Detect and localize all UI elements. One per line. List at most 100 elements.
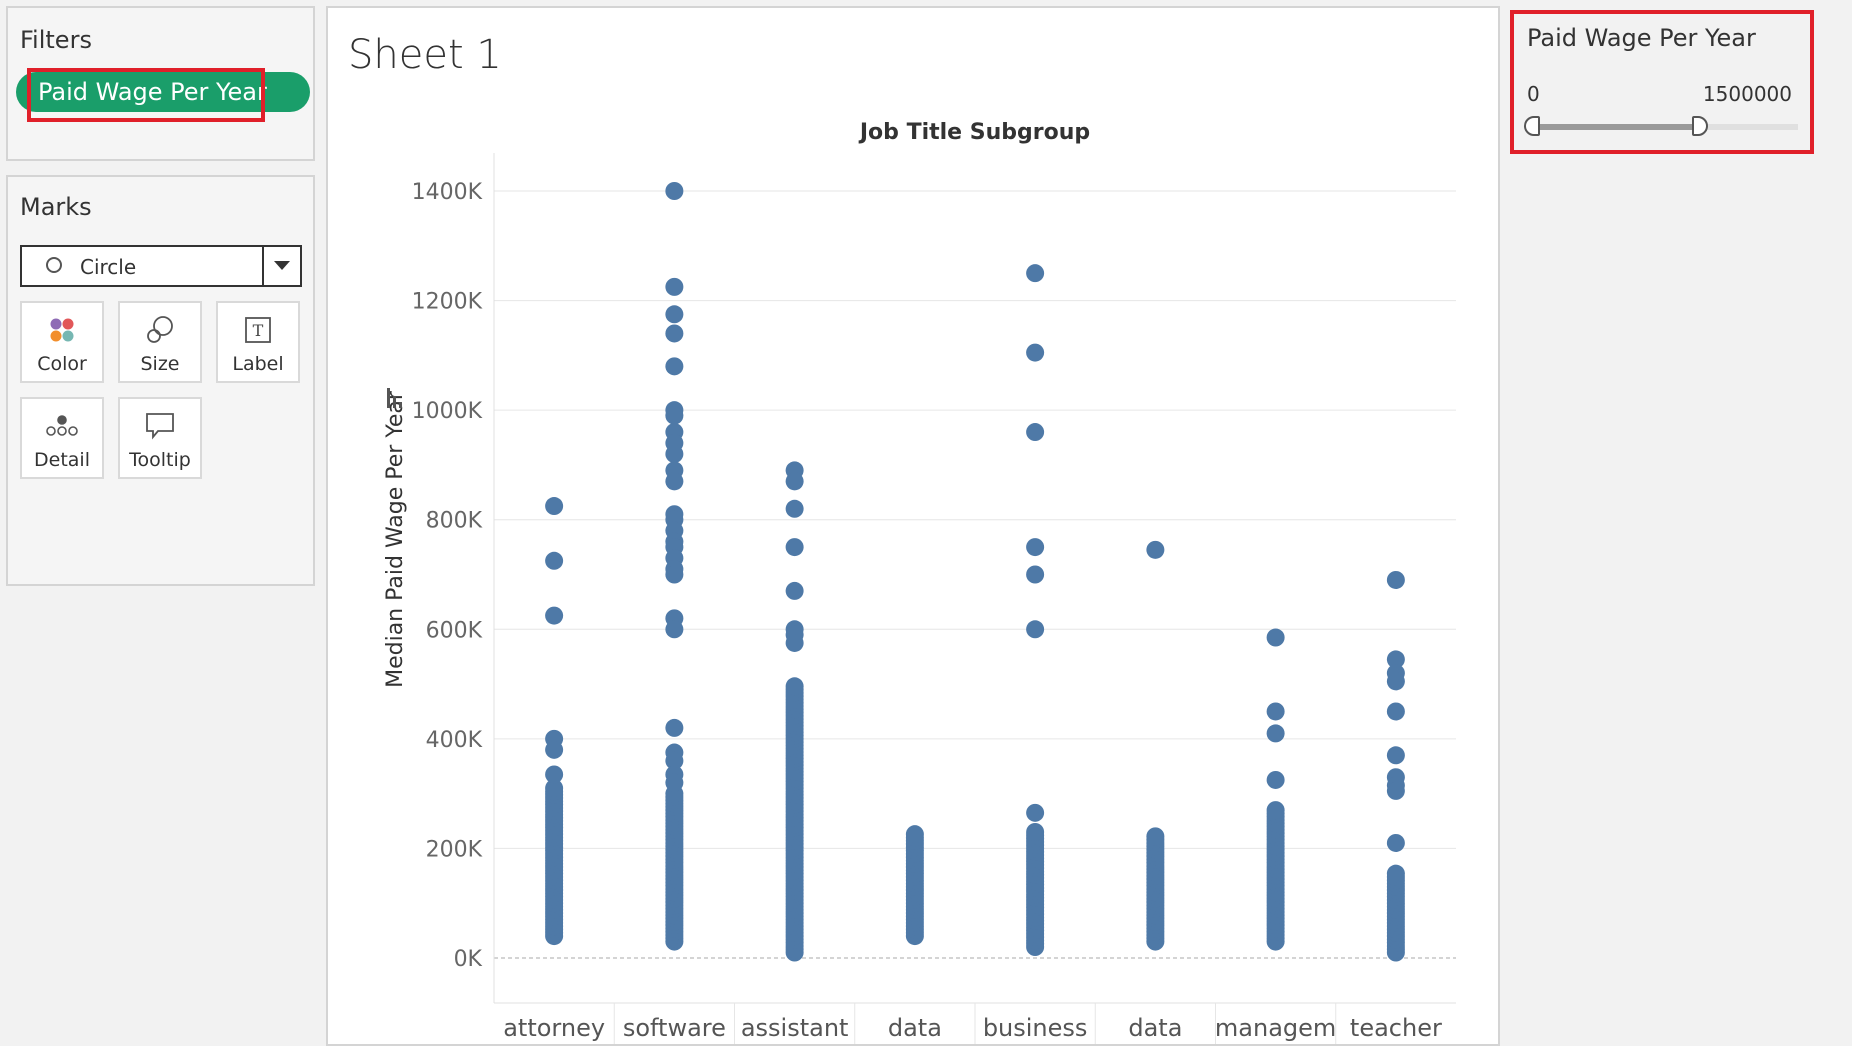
x-tick-label: assistant — [741, 1014, 849, 1042]
data-point — [1386, 650, 1405, 669]
data-point — [1026, 538, 1045, 557]
chevron-down-icon[interactable] — [274, 261, 290, 270]
label-label: Label — [232, 353, 284, 375]
mark-type-label: Circle — [80, 255, 137, 279]
label-button[interactable]: T Label — [216, 301, 300, 383]
detail-label: Detail — [34, 449, 90, 471]
data-point — [545, 606, 564, 625]
data-point — [665, 444, 684, 463]
data-point — [665, 620, 684, 639]
tooltip-icon — [120, 409, 200, 443]
color-button[interactable]: Color — [20, 301, 104, 383]
data-point — [1146, 827, 1165, 846]
slider-max-label: 1500000 — [1702, 82, 1792, 106]
tooltip-label: Tooltip — [129, 449, 191, 471]
data-point — [1386, 781, 1405, 800]
data-point — [545, 765, 564, 784]
y-tick-label: 600K — [426, 618, 483, 643]
x-tick-label: data — [888, 1014, 942, 1042]
slider-title: Paid Wage Per Year — [1527, 24, 1756, 52]
highlight-box-filter — [27, 68, 265, 122]
data-point — [545, 779, 564, 798]
data-point — [545, 740, 564, 759]
y-tick-label: 1400K — [412, 180, 483, 205]
data-point — [665, 751, 684, 770]
y-axis-title: Median Paid Wage Per Year — [383, 390, 408, 688]
data-point — [1266, 702, 1285, 721]
mark-type-dropdown[interactable]: Circle — [20, 245, 302, 287]
data-point — [1026, 803, 1045, 822]
y-tick-label: 1200K — [412, 290, 483, 315]
data-point — [665, 357, 684, 376]
y-tick-label: 400K — [426, 728, 483, 753]
data-point — [1266, 628, 1285, 647]
data-point — [1386, 833, 1405, 852]
slider-range-fill — [1530, 124, 1697, 130]
detail-icon — [22, 409, 102, 443]
slider-handle-max[interactable] — [1692, 116, 1709, 136]
slider-handle-min[interactable] — [1524, 116, 1540, 136]
x-tick-label: business — [983, 1014, 1088, 1042]
scatter-chart: Job Title Subgroup 0K 200K 400K 600K 800K 1000… — [383, 120, 1456, 1044]
data-point — [1266, 724, 1285, 743]
data-point — [785, 472, 804, 491]
data-point — [1386, 864, 1405, 883]
text-label-icon: T — [218, 313, 298, 347]
slider-track[interactable] — [1530, 124, 1798, 130]
x-tick-label: data — [1128, 1014, 1182, 1042]
data-point — [1026, 565, 1045, 584]
y-tick-label: 0K — [454, 947, 483, 972]
data-point — [785, 633, 804, 652]
data-point — [1386, 746, 1405, 765]
data-point — [1266, 801, 1285, 820]
size-icon — [120, 313, 200, 347]
data-point — [785, 677, 804, 696]
data-point — [545, 497, 564, 516]
detail-button[interactable]: Detail — [20, 397, 104, 479]
data-point — [665, 182, 684, 200]
data-point — [1026, 343, 1045, 362]
chart-title: Job Title Subgroup — [858, 120, 1090, 145]
marks-title: Marks — [20, 193, 92, 221]
filters-panel: Filters Paid Wage Per Year — [6, 6, 315, 161]
data-point — [665, 277, 684, 296]
x-tick-label: attorney — [503, 1014, 605, 1042]
data-point — [665, 773, 684, 792]
data-point — [1266, 770, 1285, 789]
data-point — [1386, 702, 1405, 721]
sheet-view: Sheet 1 Job Title Subgroup 0K 200K 400K 600K… — [326, 6, 1500, 1046]
data-point — [545, 551, 564, 570]
data-point — [785, 499, 804, 518]
data-point — [1026, 264, 1045, 283]
x-tick-label: managem — [1215, 1014, 1336, 1042]
data-point — [1026, 822, 1045, 841]
data-point — [1026, 620, 1045, 639]
sort-icon — [387, 388, 402, 408]
y-tick-label: 200K — [426, 837, 483, 862]
slider-filter-card: Paid Wage Per Year 0 1500000 — [1510, 6, 1814, 154]
data-point — [785, 581, 804, 600]
data-point — [665, 565, 684, 584]
color-label: Color — [37, 353, 87, 375]
tooltip-button[interactable]: Tooltip — [118, 397, 202, 479]
data-point — [1026, 423, 1045, 442]
data-point — [665, 472, 684, 491]
data-point — [905, 825, 924, 844]
data-point — [1386, 672, 1405, 691]
filters-title: Filters — [20, 26, 92, 54]
svg-text:T: T — [253, 321, 264, 340]
x-tick-label: software — [623, 1014, 726, 1042]
x-tick-label: teacher — [1350, 1014, 1442, 1042]
data-point — [665, 718, 684, 737]
slider-min-label: 0 — [1527, 82, 1540, 106]
data-point — [785, 538, 804, 557]
data-point — [665, 406, 684, 425]
dropdown-divider — [262, 247, 264, 285]
size-button[interactable]: Size — [118, 301, 202, 383]
data-point — [1146, 540, 1165, 559]
y-tick-label: 1000K — [412, 399, 483, 424]
data-point — [665, 305, 684, 324]
data-point — [1386, 570, 1405, 589]
y-tick-label: 800K — [426, 509, 483, 534]
color-icon — [22, 313, 102, 347]
